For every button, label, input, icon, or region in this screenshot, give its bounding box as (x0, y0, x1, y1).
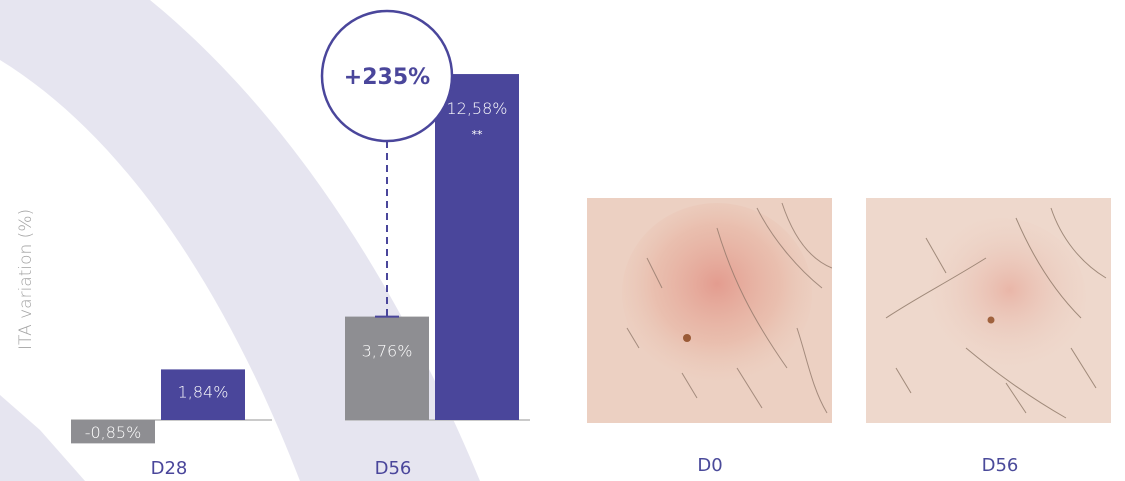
bar-d28-s0 (71, 420, 155, 444)
data-label-d28-s0: -0,85% (85, 423, 142, 442)
category-label-d56: D56 (375, 458, 412, 479)
skin-photo-d0 (587, 198, 832, 423)
bar-d28-s1 (161, 369, 245, 420)
callout-circle (320, 9, 454, 143)
bar-d56-s1 (435, 74, 519, 421)
photo-label-d0: D0 (697, 455, 723, 476)
callout-text: +235% (344, 65, 430, 90)
bar-d56-s0 (345, 316, 429, 420)
data-label-d56-s1: 12,58% (446, 99, 507, 118)
data-label-d56-s0: 3,76% (362, 342, 413, 361)
category-label-d28: D28 (151, 458, 188, 479)
skin-photo-d56 (866, 198, 1111, 423)
significance-d56: ** (472, 128, 484, 141)
data-label-d28-s1: 1,84% (178, 382, 229, 401)
photo-label-d56: D56 (981, 455, 1019, 476)
